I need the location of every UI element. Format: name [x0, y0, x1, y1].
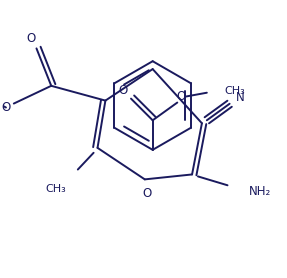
- Text: O: O: [119, 84, 128, 97]
- Text: O: O: [142, 187, 151, 200]
- Text: O: O: [177, 90, 186, 103]
- Text: NH₂: NH₂: [249, 185, 272, 198]
- Text: O: O: [26, 32, 35, 45]
- Text: CH₃: CH₃: [46, 184, 67, 194]
- Text: CH₃: CH₃: [224, 86, 245, 96]
- Text: O: O: [1, 101, 11, 114]
- Text: N: N: [236, 91, 245, 104]
